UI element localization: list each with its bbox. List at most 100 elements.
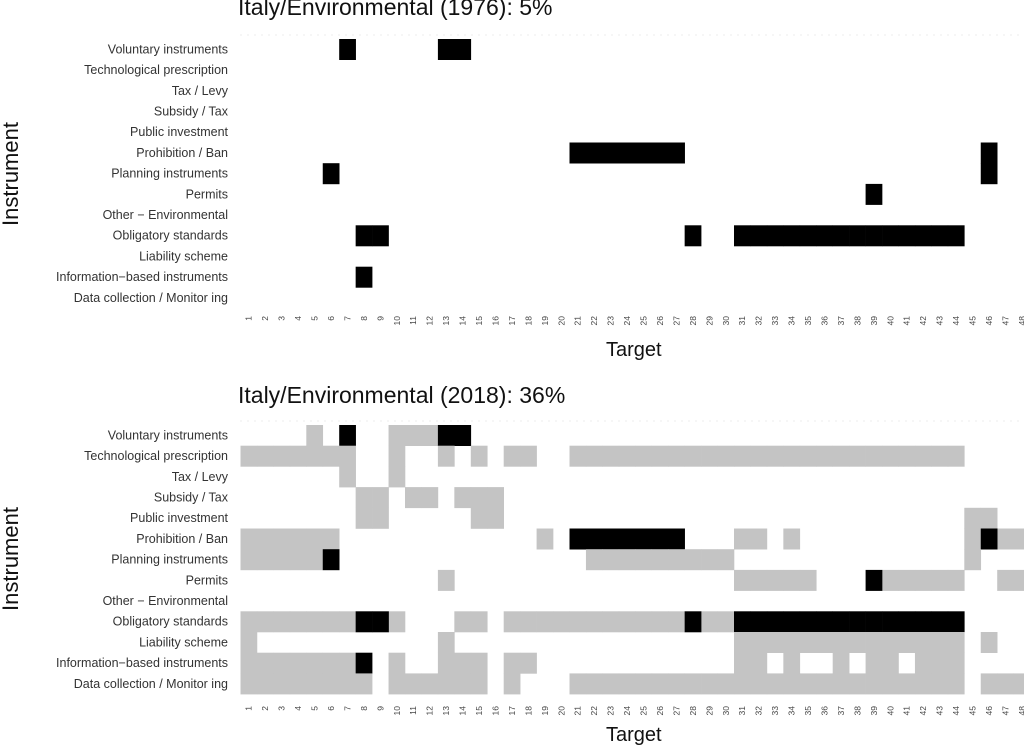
present-cell (470, 611, 488, 633)
x-tick-label: 46 (984, 316, 994, 326)
present-cell (454, 487, 472, 509)
present-cell (585, 611, 603, 633)
present-cell (717, 549, 735, 571)
x-tick-label: 30 (721, 316, 731, 326)
x-tick-label: 43 (935, 706, 945, 716)
present-cell (717, 445, 735, 467)
x-tick-label: 20 (556, 316, 566, 326)
present-cell (536, 611, 554, 633)
present-cell (240, 549, 258, 571)
selected-cell (635, 528, 653, 550)
present-cell (898, 632, 916, 653)
present-cell (306, 425, 324, 446)
present-cell (865, 445, 883, 467)
selected-cell (865, 611, 883, 633)
present-cell (701, 549, 718, 571)
present-cell (470, 507, 488, 529)
present-cell (734, 569, 751, 591)
present-cell (372, 487, 389, 509)
row-label: Planning instruments (111, 553, 228, 567)
present-cell (273, 673, 291, 695)
present-cell (503, 611, 521, 633)
present-cell (470, 445, 488, 467)
selected-cell (372, 611, 389, 633)
present-cell (388, 425, 406, 446)
present-cell (618, 673, 636, 695)
present-cell (388, 445, 406, 467)
x-tick-label: 2 (260, 316, 270, 321)
row-label: Voluntary instruments (108, 42, 228, 56)
selected-cell (668, 142, 685, 164)
x-tick-label: 8 (359, 316, 369, 321)
x-tick-label: 25 (639, 316, 649, 326)
row-label: Prohibition / Ban (136, 532, 228, 546)
present-cell (717, 611, 735, 633)
selected-cell (980, 142, 998, 164)
x-tick-label: 42 (918, 316, 928, 326)
chart-panel-1976: Italy/Environmental (1976): 5% Instrumen… (0, 0, 1024, 370)
row-label: Other − Environmental (103, 594, 228, 608)
present-cell (849, 632, 866, 653)
present-cell (273, 611, 291, 633)
x-tick-label: 18 (523, 706, 533, 716)
selected-cell (898, 225, 916, 247)
present-cell (602, 549, 620, 571)
present-cell (832, 673, 850, 695)
x-tick-label: 45 (968, 316, 978, 326)
present-cell (750, 445, 768, 467)
row-label: Public investment (130, 511, 228, 525)
present-cell (256, 445, 274, 467)
selected-cell (865, 183, 883, 205)
selected-cell (865, 569, 883, 591)
present-cell (339, 445, 356, 467)
selected-cell (355, 652, 373, 674)
present-cell (372, 507, 389, 529)
selected-cell (651, 528, 669, 550)
present-cell (470, 652, 488, 674)
present-cell (931, 445, 949, 467)
present-cell (799, 673, 817, 695)
present-cell (602, 445, 620, 467)
present-cell (964, 528, 982, 550)
present-cell (799, 445, 817, 467)
x-tick-label: 27 (671, 706, 681, 716)
present-cell (882, 652, 899, 674)
x-tick-label: 1 (244, 316, 254, 321)
present-cell (980, 673, 998, 695)
present-cell (651, 673, 669, 695)
present-cell (750, 673, 768, 695)
selected-cell (569, 142, 587, 164)
present-cell (734, 673, 751, 695)
present-cell (668, 673, 685, 695)
selected-cell (437, 39, 455, 60)
present-cell (947, 569, 965, 591)
chart-title: Italy/Environmental (2018): 36% (238, 382, 566, 408)
x-tick-label: 35 (803, 706, 813, 716)
x-tick-label: 34 (787, 316, 797, 326)
present-cell (355, 507, 373, 529)
row-label: Technological prescription (84, 63, 228, 77)
row-label: Other − Environmental (103, 208, 228, 222)
present-cell (306, 528, 324, 550)
present-cell (618, 549, 636, 571)
x-tick-label: 41 (902, 706, 912, 716)
x-tick-label: 31 (737, 706, 747, 716)
x-tick-label: 5 (310, 706, 320, 711)
present-cell (585, 549, 603, 571)
selected-cell (454, 425, 472, 446)
selected-cell (783, 611, 801, 633)
row-label: Data collection / Monitor ing (74, 291, 228, 305)
x-tick-label: 35 (803, 316, 813, 326)
row-label: Permits (186, 573, 228, 587)
x-tick-label: 12 (425, 706, 435, 716)
selected-cell (569, 528, 587, 550)
selected-cell (437, 425, 455, 446)
selected-cell (339, 39, 356, 60)
selected-cell (668, 528, 685, 550)
x-tick-label: 28 (688, 706, 698, 716)
x-tick-label: 9 (375, 316, 385, 321)
selected-cell (816, 611, 833, 633)
row-label: Planning instruments (111, 167, 228, 181)
x-tick-label: 5 (310, 316, 320, 321)
x-tick-label: 44 (951, 316, 961, 326)
